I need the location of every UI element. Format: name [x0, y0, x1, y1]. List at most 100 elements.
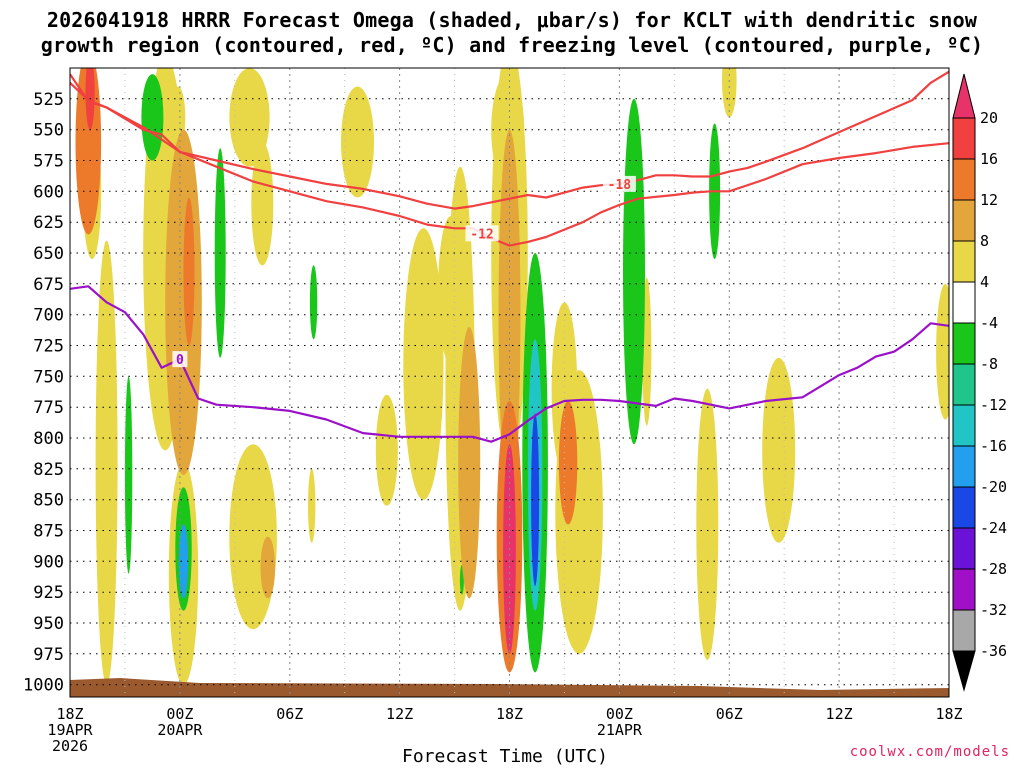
- omega-cell: [95, 240, 118, 685]
- contour-label-bg: [172, 351, 188, 368]
- contour-label: -18: [608, 178, 632, 193]
- omega-cell: [178, 524, 189, 599]
- pressure-tick-label: 800: [33, 429, 64, 449]
- colorbar-tick-label: -4: [980, 314, 998, 332]
- time-tick-label: 20APR: [157, 721, 203, 739]
- time-tick-label: 00Z: [166, 705, 193, 723]
- colorbar-swatch: [952, 486, 976, 529]
- contour-line--18: [70, 70, 949, 210]
- pressure-tick-label: 700: [33, 306, 64, 326]
- temperature-contours: -18 -12 0: [70, 70, 949, 443]
- time-tick-label: 19APR: [47, 721, 93, 739]
- pressure-tick-label: 825: [33, 460, 64, 480]
- omega-cell: [762, 357, 796, 543]
- pressure-tick-label: 925: [33, 583, 64, 603]
- time-tick-label: 12Z: [386, 705, 413, 723]
- omega-cell: [165, 129, 202, 476]
- pressure-tick-label: 575: [33, 152, 64, 172]
- contour-label: 0: [176, 353, 184, 368]
- time-tick-label: 12Z: [826, 705, 853, 723]
- pressure-tick-label: 675: [33, 275, 64, 295]
- colorbar-tick-label: 20: [980, 109, 998, 127]
- colorbar-tick-label: -16: [980, 437, 1007, 455]
- omega-cell: [341, 86, 374, 198]
- time-tick-label: 21APR: [597, 721, 643, 739]
- time-tick-label: 06Z: [716, 705, 743, 723]
- x-axis-label: Forecast Time (UTC): [402, 746, 608, 767]
- omega-cell: [375, 394, 398, 506]
- omega-cell: [141, 74, 164, 161]
- omega-cell: [531, 413, 540, 586]
- colorbar-swatch: [952, 527, 976, 570]
- omega-cell: [309, 265, 318, 340]
- pressure-tick-label: 850: [33, 491, 64, 511]
- pressure-tick-label: 725: [33, 337, 64, 357]
- omega-cell: [124, 376, 133, 574]
- omega-shaded-field: [75, 68, 949, 685]
- omega-colorbar: 20 16 12 8 4 -4 -8 -12 -16 -20 -24 -28 -32 -36: [952, 73, 1007, 692]
- chart-title-line-2: growth region (contoured, red, ºC) and f…: [40, 33, 984, 57]
- colorbar-swatch: [952, 609, 976, 652]
- colorbar-swatch: [952, 158, 976, 201]
- plot-frame: [69, 67, 950, 698]
- omega-cell: [555, 370, 603, 654]
- time-tick-label: 06Z: [276, 705, 303, 723]
- pressure-tick-label: 600: [33, 182, 64, 202]
- colorbar-swatch: [952, 117, 976, 160]
- omega-cell: [458, 327, 481, 599]
- colorbar-tick-label: -36: [980, 642, 1007, 660]
- contour-line--12: [70, 82, 949, 247]
- omega-cell: [75, 68, 102, 235]
- colorbar-top-triangle: [952, 73, 976, 119]
- contour-label-bg: [465, 225, 499, 242]
- time-tick-label: 18Z: [935, 705, 962, 723]
- contour-line-0: [70, 285, 949, 443]
- chart-title: 2026041918 HRRR Forecast Omega (shaded, …: [0, 8, 1024, 58]
- colorbar-swatch: [952, 363, 976, 406]
- site-credit: coolwx.com/models: [849, 744, 1010, 760]
- time-tick-label: 18Z: [496, 705, 523, 723]
- pressure-tick-label: 650: [33, 244, 64, 264]
- omega-cell: [229, 444, 277, 630]
- colorbar-tick-label: -20: [980, 478, 1007, 496]
- colorbar-tick-label: -12: [980, 396, 1007, 414]
- pressure-tick-label: 1000: [23, 676, 64, 696]
- pressure-tick-label: 975: [33, 645, 64, 665]
- colorbar-bottom-triangle: [952, 650, 976, 692]
- colorbar-tick-label: 4: [980, 273, 989, 291]
- omega-cell: [403, 228, 444, 500]
- colorbar-swatch: [952, 281, 976, 324]
- colorbar-swatch: [952, 322, 976, 365]
- colorbar-tick-label: 12: [980, 191, 998, 209]
- colorbar-tick-label: -28: [980, 560, 1007, 578]
- omega-cell: [183, 197, 195, 346]
- colorbar-tick-label: 16: [980, 150, 998, 168]
- pressure-tick-label: 900: [33, 552, 64, 572]
- pressure-tick-label: 875: [33, 522, 64, 542]
- pressure-tick-label: 775: [33, 398, 64, 418]
- pressure-tick-label: 950: [33, 614, 64, 634]
- time-tick-label: 18Z: [56, 705, 83, 723]
- colorbar-swatch: [952, 568, 976, 611]
- omega-cell: [308, 468, 316, 543]
- colorbar-tick-label: -8: [980, 355, 998, 373]
- chart-title-line-1: 2026041918 HRRR Forecast Omega (shaded, …: [46, 8, 978, 32]
- omega-cell: [251, 142, 274, 266]
- pressure-axis: 525 550 575 600 625 650 675 700 725 750 775 800 825 8…: [23, 90, 64, 696]
- colorbar-swatch: [952, 199, 976, 242]
- omega-cell: [558, 401, 578, 525]
- omega-cell: [85, 68, 95, 130]
- omega-cell: [260, 536, 276, 599]
- omega-cell: [229, 68, 270, 167]
- contour-label: -12: [470, 227, 493, 242]
- colorbar-tick-label: 8: [980, 232, 989, 250]
- omega-cell: [696, 388, 719, 660]
- colorbar-swatch: [952, 445, 976, 488]
- time-tick-label: 00Z: [606, 705, 633, 723]
- colorbar-tick-label: -24: [980, 519, 1007, 537]
- pressure-tick-label: 525: [33, 90, 64, 110]
- time-tick-label: 2026: [52, 737, 88, 755]
- pressure-tick-label: 550: [33, 121, 64, 141]
- colorbar-tick-label: -32: [980, 601, 1007, 619]
